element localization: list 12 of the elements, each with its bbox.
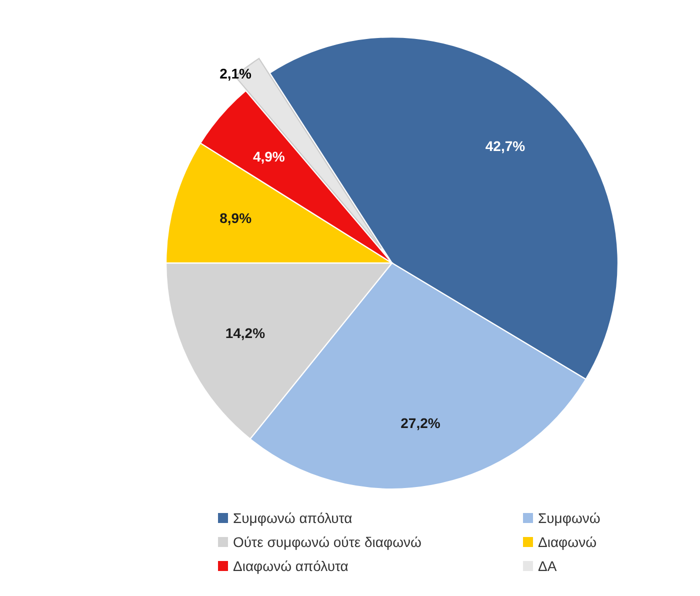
legend-label: Διαφωνώ xyxy=(538,534,597,550)
data-label: 8,9% xyxy=(220,210,252,226)
data-label: 42,7% xyxy=(485,138,526,154)
legend-label: Διαφωνώ απόλυτα xyxy=(233,558,348,574)
legend-label: Συμφωνώ xyxy=(538,510,600,526)
legend-label: Ούτε συμφωνώ ούτε διαφωνώ xyxy=(233,534,422,550)
data-label: 4,9% xyxy=(252,148,286,165)
data-label: 27,2% xyxy=(400,415,441,432)
legend-label: ΔΑ xyxy=(538,558,558,574)
legend-label: Συμφωνώ απόλυτα xyxy=(233,510,352,526)
data-label: 2,1% xyxy=(220,65,252,82)
data-label: 14,2% xyxy=(225,325,266,342)
